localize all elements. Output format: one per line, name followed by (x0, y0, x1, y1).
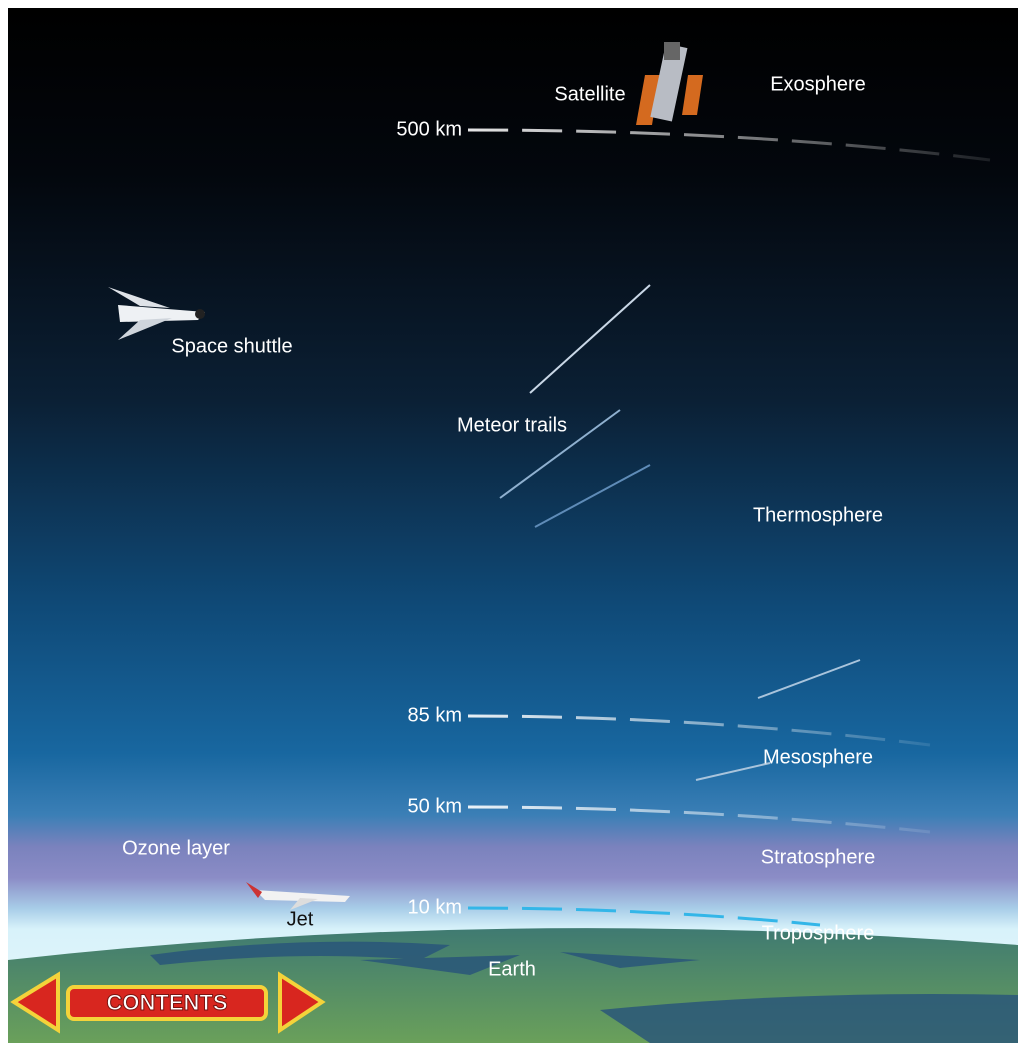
layer-label: Stratosphere (761, 846, 876, 868)
object-label: Meteor trails (457, 414, 567, 436)
contents-label[interactable]: CONTENTS (107, 990, 228, 1015)
altitude-label: 85 km (408, 704, 462, 726)
object-label: Space shuttle (171, 335, 292, 357)
atmosphere-diagram: 500 km 85 km 50 km 10 km Exosphere Therm… (0, 0, 1022, 1051)
object-label: Ozone layer (122, 837, 230, 859)
altitude-label: 50 km (408, 795, 462, 817)
layer-label: Mesosphere (763, 746, 873, 768)
altitude-label: 10 km (408, 896, 462, 918)
object-label: Jet (287, 908, 314, 930)
layer-label: Exosphere (770, 73, 866, 95)
layer-label: Troposphere (762, 922, 875, 944)
object-label: Earth (488, 958, 536, 980)
layer-label: Thermosphere (753, 504, 883, 526)
object-label: Satellite (554, 83, 625, 105)
page: 500 km 85 km 50 km 10 km Exosphere Therm… (0, 0, 1022, 1051)
altitude-label: 500 km (396, 118, 462, 140)
